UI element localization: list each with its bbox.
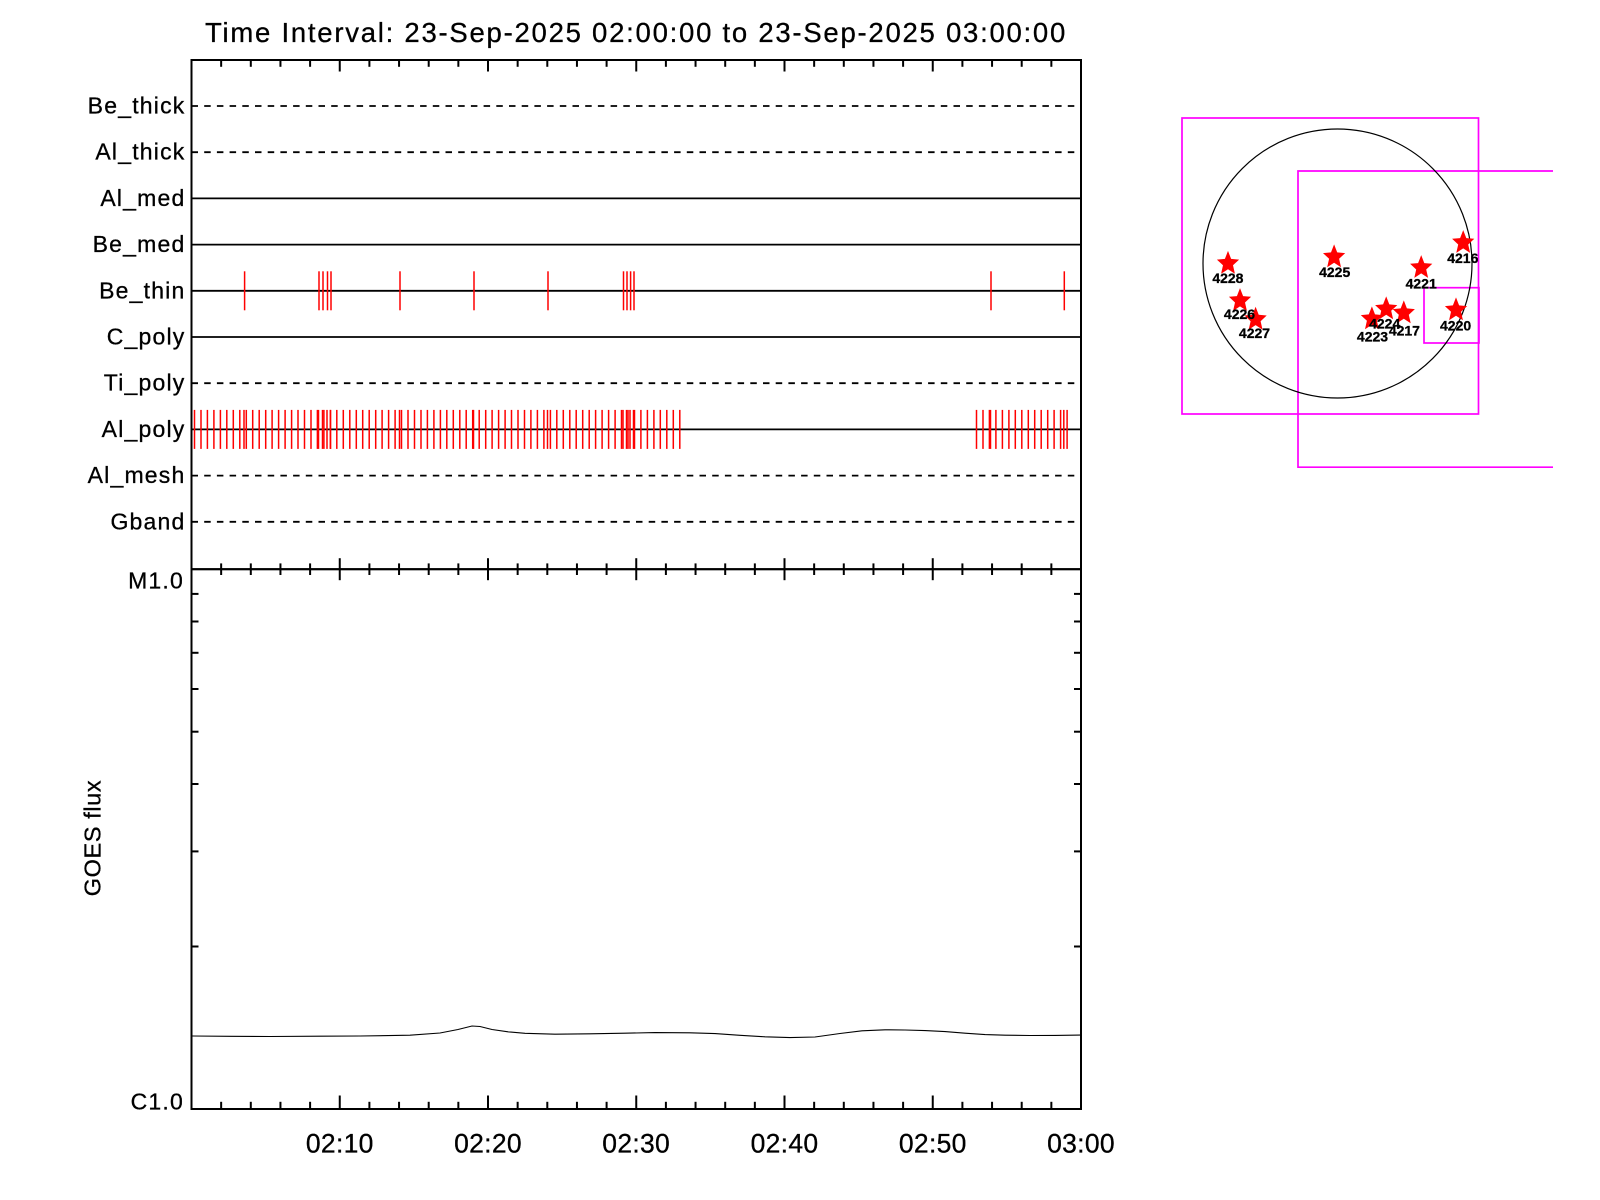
- svg-text:4223: 4223: [1357, 328, 1388, 344]
- svg-text:02:40: 02:40: [751, 1129, 819, 1159]
- svg-text:4217: 4217: [1389, 322, 1420, 338]
- svg-text:C_poly: C_poly: [107, 324, 186, 350]
- svg-text:4228: 4228: [1212, 270, 1243, 286]
- svg-text:Be_thick: Be_thick: [88, 93, 186, 119]
- svg-text:M1.0: M1.0: [128, 568, 184, 594]
- svg-text:Gband: Gband: [110, 508, 185, 534]
- svg-text:02:30: 02:30: [602, 1129, 670, 1159]
- svg-text:Al_thick: Al_thick: [95, 139, 185, 165]
- svg-text:Be_med: Be_med: [93, 231, 186, 257]
- svg-text:02:10: 02:10: [306, 1129, 374, 1159]
- svg-text:4225: 4225: [1319, 264, 1350, 280]
- svg-text:C1.0: C1.0: [131, 1089, 184, 1115]
- svg-text:Al_mesh: Al_mesh: [88, 462, 186, 488]
- svg-text:Al_poly: Al_poly: [102, 416, 186, 442]
- svg-text:Time Interval: 23-Sep-2025 02:: Time Interval: 23-Sep-2025 02:00:00 to 2…: [205, 17, 1067, 48]
- svg-text:4224: 4224: [1369, 316, 1400, 332]
- svg-text:GOES flux: GOES flux: [80, 780, 106, 896]
- svg-text:4226: 4226: [1224, 306, 1255, 322]
- svg-text:4221: 4221: [1406, 275, 1437, 291]
- svg-text:02:50: 02:50: [899, 1129, 967, 1159]
- svg-text:4227: 4227: [1239, 325, 1270, 341]
- svg-text:Al_med: Al_med: [100, 185, 185, 211]
- svg-text:Be_thin: Be_thin: [99, 277, 185, 303]
- svg-text:03:00: 03:00: [1047, 1129, 1115, 1159]
- svg-text:02:20: 02:20: [454, 1129, 522, 1159]
- svg-text:4220: 4220: [1440, 318, 1471, 334]
- svg-text:Ti_poly: Ti_poly: [104, 370, 186, 396]
- svg-text:4216: 4216: [1447, 250, 1478, 266]
